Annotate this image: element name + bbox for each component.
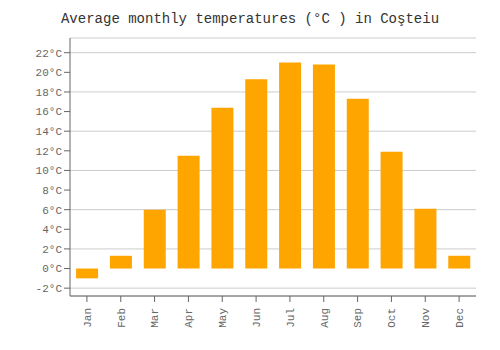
svg-text:4°C: 4°C <box>42 224 62 236</box>
svg-text:20°C: 20°C <box>36 67 63 79</box>
svg-text:18°C: 18°C <box>36 87 63 99</box>
svg-text:16°C: 16°C <box>36 106 63 118</box>
svg-text:-2°C: -2°C <box>36 283 63 295</box>
svg-text:May: May <box>217 308 229 328</box>
svg-text:Jul: Jul <box>285 308 297 328</box>
svg-text:Apr: Apr <box>183 308 195 328</box>
svg-text:Mar: Mar <box>149 308 161 328</box>
svg-text:Dec: Dec <box>454 308 466 328</box>
svg-text:Oct: Oct <box>386 308 398 328</box>
svg-text:12°C: 12°C <box>36 146 63 158</box>
svg-text:Sep: Sep <box>352 308 364 328</box>
svg-text:22°C: 22°C <box>36 48 63 60</box>
svg-text:Feb: Feb <box>116 308 128 328</box>
svg-text:14°C: 14°C <box>36 126 63 138</box>
svg-text:0°C: 0°C <box>42 263 62 275</box>
svg-text:Aug: Aug <box>319 308 331 328</box>
svg-text:6°C: 6°C <box>42 205 62 217</box>
svg-text:Jan: Jan <box>82 308 94 328</box>
svg-text:10°C: 10°C <box>36 165 63 177</box>
svg-text:8°C: 8°C <box>42 185 62 197</box>
svg-text:Nov: Nov <box>420 308 432 328</box>
svg-text:Jun: Jun <box>251 308 263 328</box>
svg-text:2°C: 2°C <box>42 244 62 256</box>
html-text:Average monthly temperatures (: Average monthly temperatures (°C ) in Co… <box>61 11 439 27</box>
